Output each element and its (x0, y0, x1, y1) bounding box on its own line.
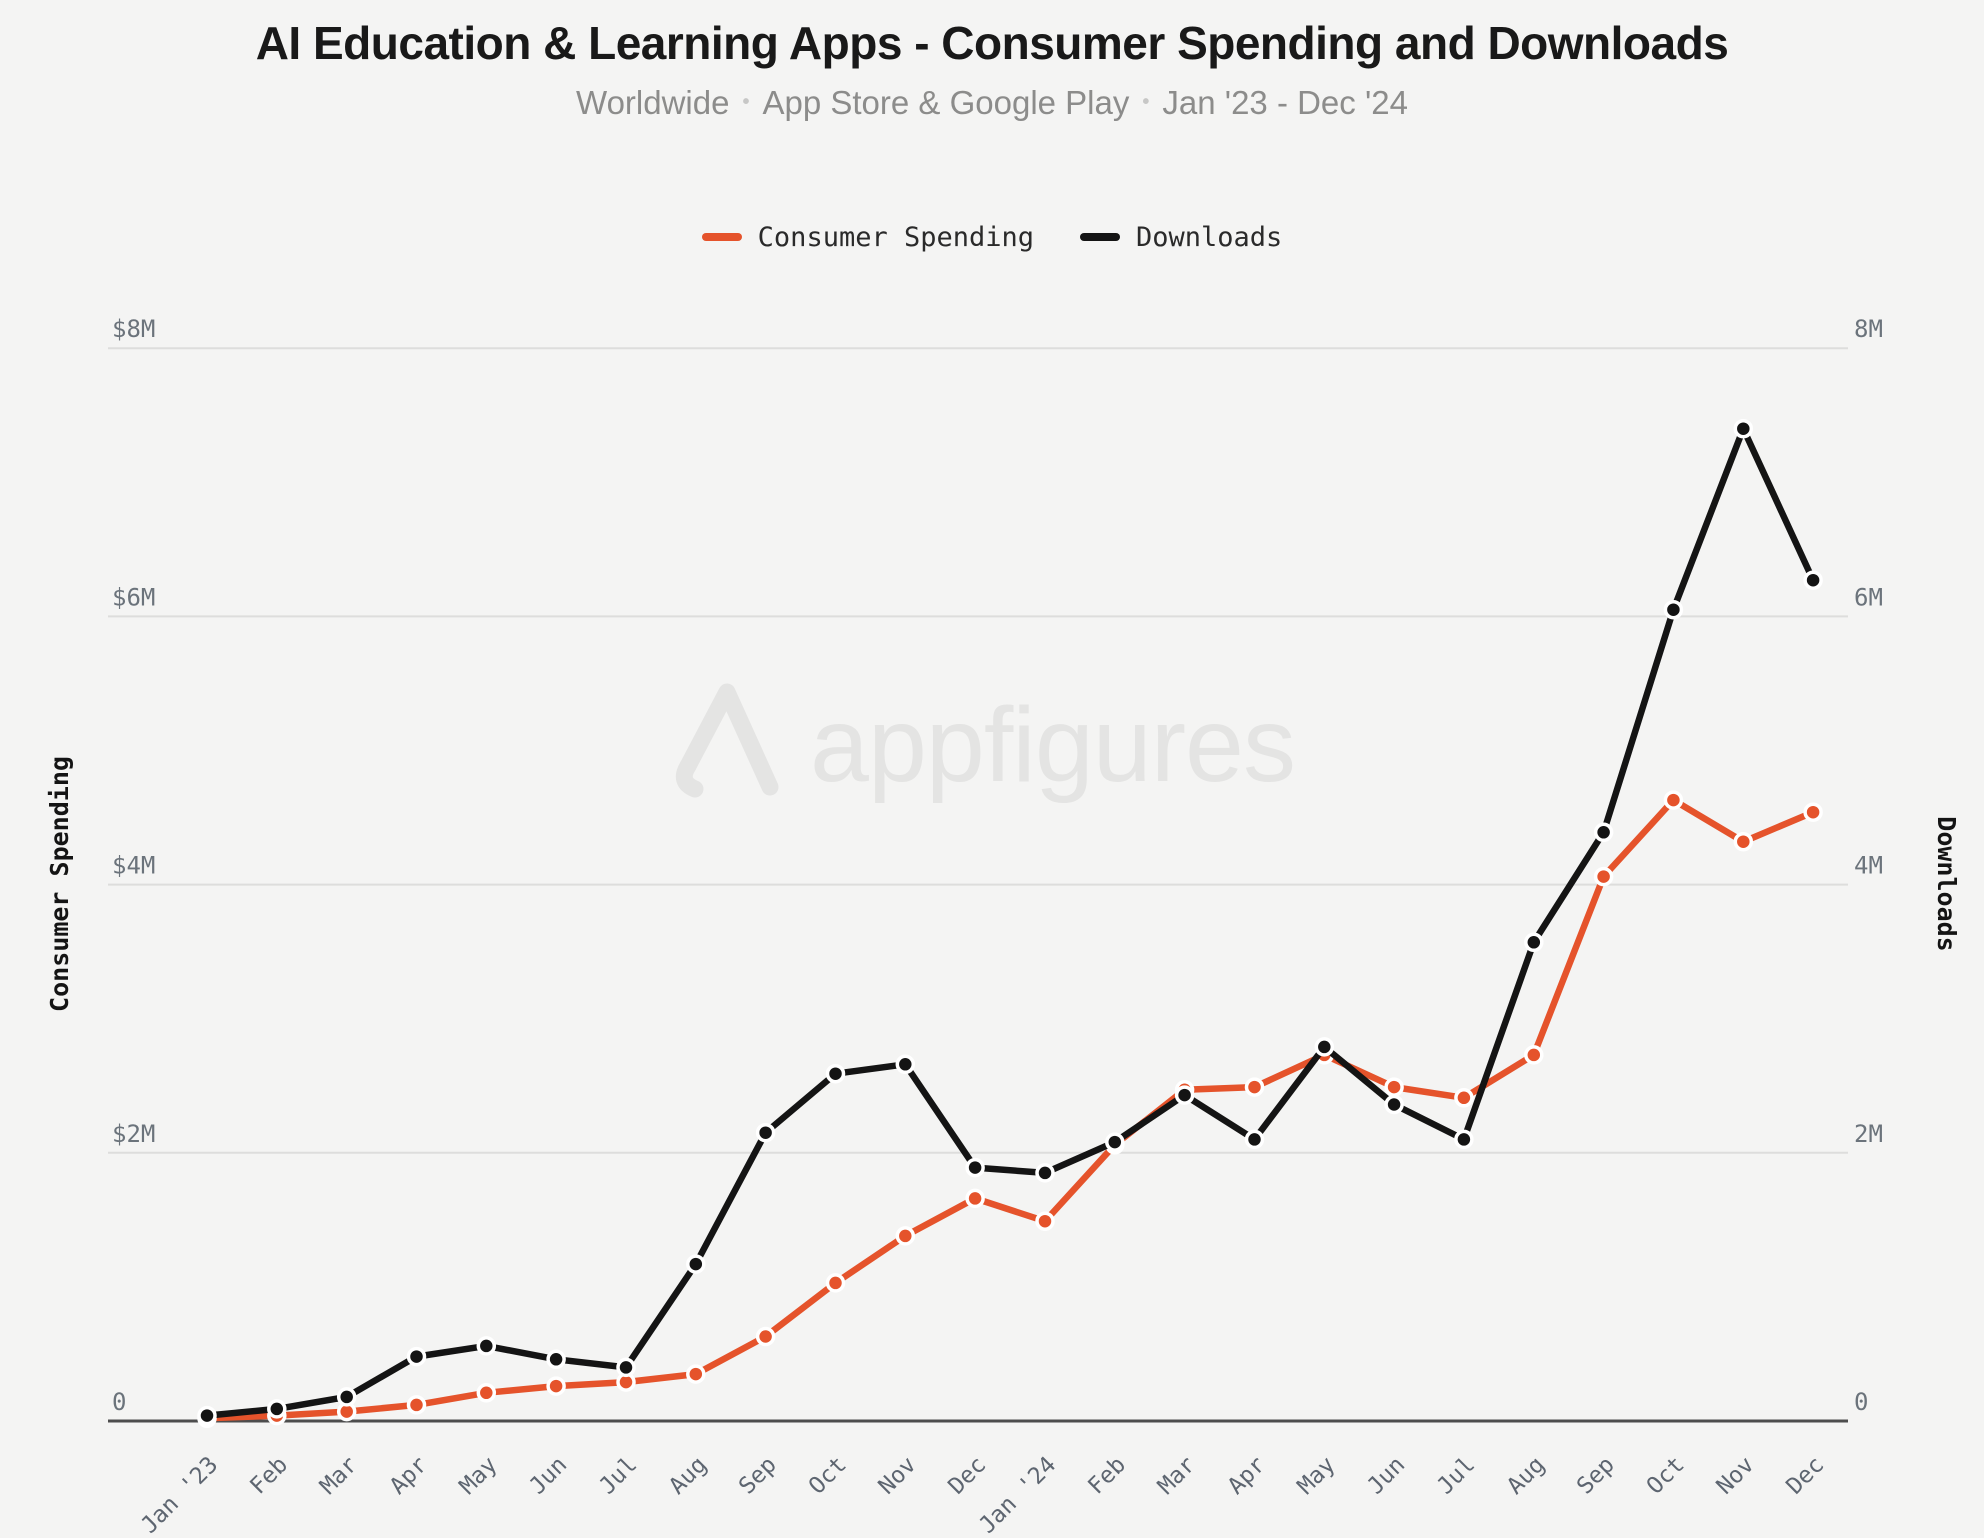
y-axis-tick-right: 0 (1854, 1388, 1868, 1416)
x-axis-label: Sep (1572, 1452, 1620, 1500)
page-title: AI Education & Learning Apps - Consumer … (255, 17, 1729, 69)
y-axis-title-right: Downloads (1932, 816, 1961, 951)
subtitle-region: Worldwide (576, 83, 730, 121)
data-point-downloads-20[interactable] (1593, 822, 1614, 843)
subtitle-stores: App Store & Google Play (762, 83, 1130, 121)
data-point-downloads-13[interactable] (1105, 1132, 1125, 1152)
data-point-downloads-5[interactable] (546, 1349, 566, 1370)
data-point-consumer-spending-15[interactable] (1244, 1077, 1265, 1097)
x-axis-label: Dec (1782, 1452, 1830, 1500)
data-point-consumer-spending-17[interactable] (1384, 1077, 1404, 1097)
data-point-consumer-spending-23[interactable] (1803, 802, 1823, 822)
data-point-downloads-19[interactable] (1524, 932, 1544, 953)
x-axis-label: May (1293, 1452, 1341, 1500)
data-point-consumer-spending-11[interactable] (965, 1188, 985, 1209)
y-axis-tick-right: 4M (1854, 852, 1883, 880)
data-point-consumer-spending-22[interactable] (1733, 831, 1754, 852)
data-point-downloads-23[interactable] (1803, 570, 1823, 590)
data-point-downloads-11[interactable] (965, 1157, 985, 1178)
y-axis-tick-right: 2M (1854, 1120, 1883, 1148)
data-point-consumer-spending-3[interactable] (406, 1395, 427, 1415)
data-point-downloads-14[interactable] (1174, 1085, 1195, 1105)
x-axis-label: Nov (874, 1452, 922, 1500)
data-point-downloads-3[interactable] (406, 1346, 427, 1367)
data-point-downloads-7[interactable] (686, 1254, 706, 1274)
watermark-text: appfigures (810, 686, 1295, 804)
data-point-consumer-spending-21[interactable] (1663, 790, 1684, 810)
data-point-downloads-8[interactable] (755, 1122, 776, 1143)
chart-header: AI Education & Learning Apps - Consumer … (0, 0, 1984, 253)
legend-item-downloads[interactable]: Downloads (1080, 222, 1282, 253)
data-point-downloads-12[interactable] (1035, 1163, 1055, 1183)
y-axis-tick-left: 0 (112, 1388, 126, 1416)
series-line-consumer-spending (203, 796, 1817, 1422)
data-point-downloads-0[interactable] (197, 1405, 217, 1426)
data-point-downloads-21[interactable] (1663, 599, 1684, 620)
data-point-downloads-16[interactable] (1314, 1037, 1335, 1057)
subtitle-separator: • (1142, 90, 1150, 113)
series-line-downloads (203, 425, 1817, 1419)
data-point-consumer-spending-7[interactable] (686, 1364, 706, 1384)
data-point-downloads-4[interactable] (476, 1336, 497, 1356)
x-axis-label: Aug (1502, 1452, 1550, 1500)
data-point-consumer-spending-12[interactable] (1035, 1211, 1055, 1231)
legend: Consumer Spending Downloads (0, 222, 1984, 253)
x-axis-label: Oct (1642, 1452, 1690, 1500)
data-point-downloads-6[interactable] (616, 1357, 636, 1378)
y-axis-tick-left: $6M (112, 583, 155, 611)
legend-swatch-icon (701, 233, 742, 242)
x-axis-label: Jun (1363, 1452, 1411, 1500)
x-axis-label: Jul (1432, 1452, 1480, 1500)
y-axis-tick-right: 8M (1854, 315, 1883, 343)
legend-item-consumer-spending[interactable]: Consumer Spending (701, 221, 1035, 253)
subtitle-separator: • (742, 90, 750, 113)
data-point-consumer-spending-18[interactable] (1454, 1088, 1474, 1108)
x-axis-label: Sep (734, 1452, 782, 1500)
x-axis-label: Jun (525, 1452, 573, 1500)
data-point-consumer-spending-8[interactable] (755, 1326, 776, 1347)
x-axis-label: Feb (1083, 1452, 1131, 1500)
x-axis-label: Feb (245, 1452, 293, 1500)
y-axis-tick-left: $2M (112, 1120, 155, 1148)
x-axis-label: May (455, 1452, 503, 1500)
data-point-downloads-22[interactable] (1733, 418, 1754, 439)
x-axis-label: Mar (1153, 1452, 1201, 1500)
x-axis-label: Mar (315, 1452, 363, 1500)
subtitle-date-range: Jan '23 - Dec '24 (1162, 83, 1408, 121)
x-axis-label: Jan '24 (974, 1452, 1061, 1538)
data-point-consumer-spending-10[interactable] (895, 1226, 916, 1246)
x-axis-label: Oct (804, 1452, 852, 1500)
data-point-downloads-15[interactable] (1244, 1129, 1265, 1150)
legend-item-label: Consumer Spending (757, 221, 1035, 253)
data-point-consumer-spending-20[interactable] (1593, 866, 1614, 887)
data-point-downloads-2[interactable] (336, 1387, 357, 1407)
legend-item-label: Downloads (1136, 221, 1283, 253)
data-point-consumer-spending-19[interactable] (1524, 1045, 1544, 1065)
appfigures-logo-icon (675, 757, 704, 798)
data-point-downloads-10[interactable] (895, 1054, 916, 1075)
y-axis-tick-right: 6M (1854, 583, 1883, 611)
y-axis-title-left: Consumer Spending (45, 756, 74, 1012)
x-axis-label: Aug (664, 1452, 712, 1500)
data-point-consumer-spending-4[interactable] (476, 1383, 497, 1403)
appfigures-logo-icon (679, 683, 779, 796)
x-axis-label: Dec (944, 1452, 992, 1500)
data-point-downloads-9[interactable] (825, 1063, 846, 1084)
x-axis-label: Apr (385, 1452, 433, 1500)
data-point-downloads-1[interactable] (267, 1399, 287, 1419)
x-axis-label: Nov (1712, 1452, 1760, 1500)
data-point-downloads-18[interactable] (1454, 1129, 1474, 1150)
legend-swatch-icon (1080, 233, 1121, 242)
data-point-consumer-spending-9[interactable] (825, 1273, 846, 1293)
x-axis-label: Apr (1223, 1452, 1271, 1500)
x-axis-label: Jul (594, 1452, 642, 1500)
chart-subtitle: Worldwide • App Store & Google Play • Jan '2… (0, 84, 1984, 122)
y-axis-tick-left: $8M (112, 315, 155, 343)
x-axis-label: Jan '23 (136, 1452, 223, 1538)
data-point-downloads-17[interactable] (1384, 1094, 1404, 1115)
y-axis-tick-left: $4M (112, 852, 155, 880)
data-point-consumer-spending-5[interactable] (546, 1376, 566, 1396)
